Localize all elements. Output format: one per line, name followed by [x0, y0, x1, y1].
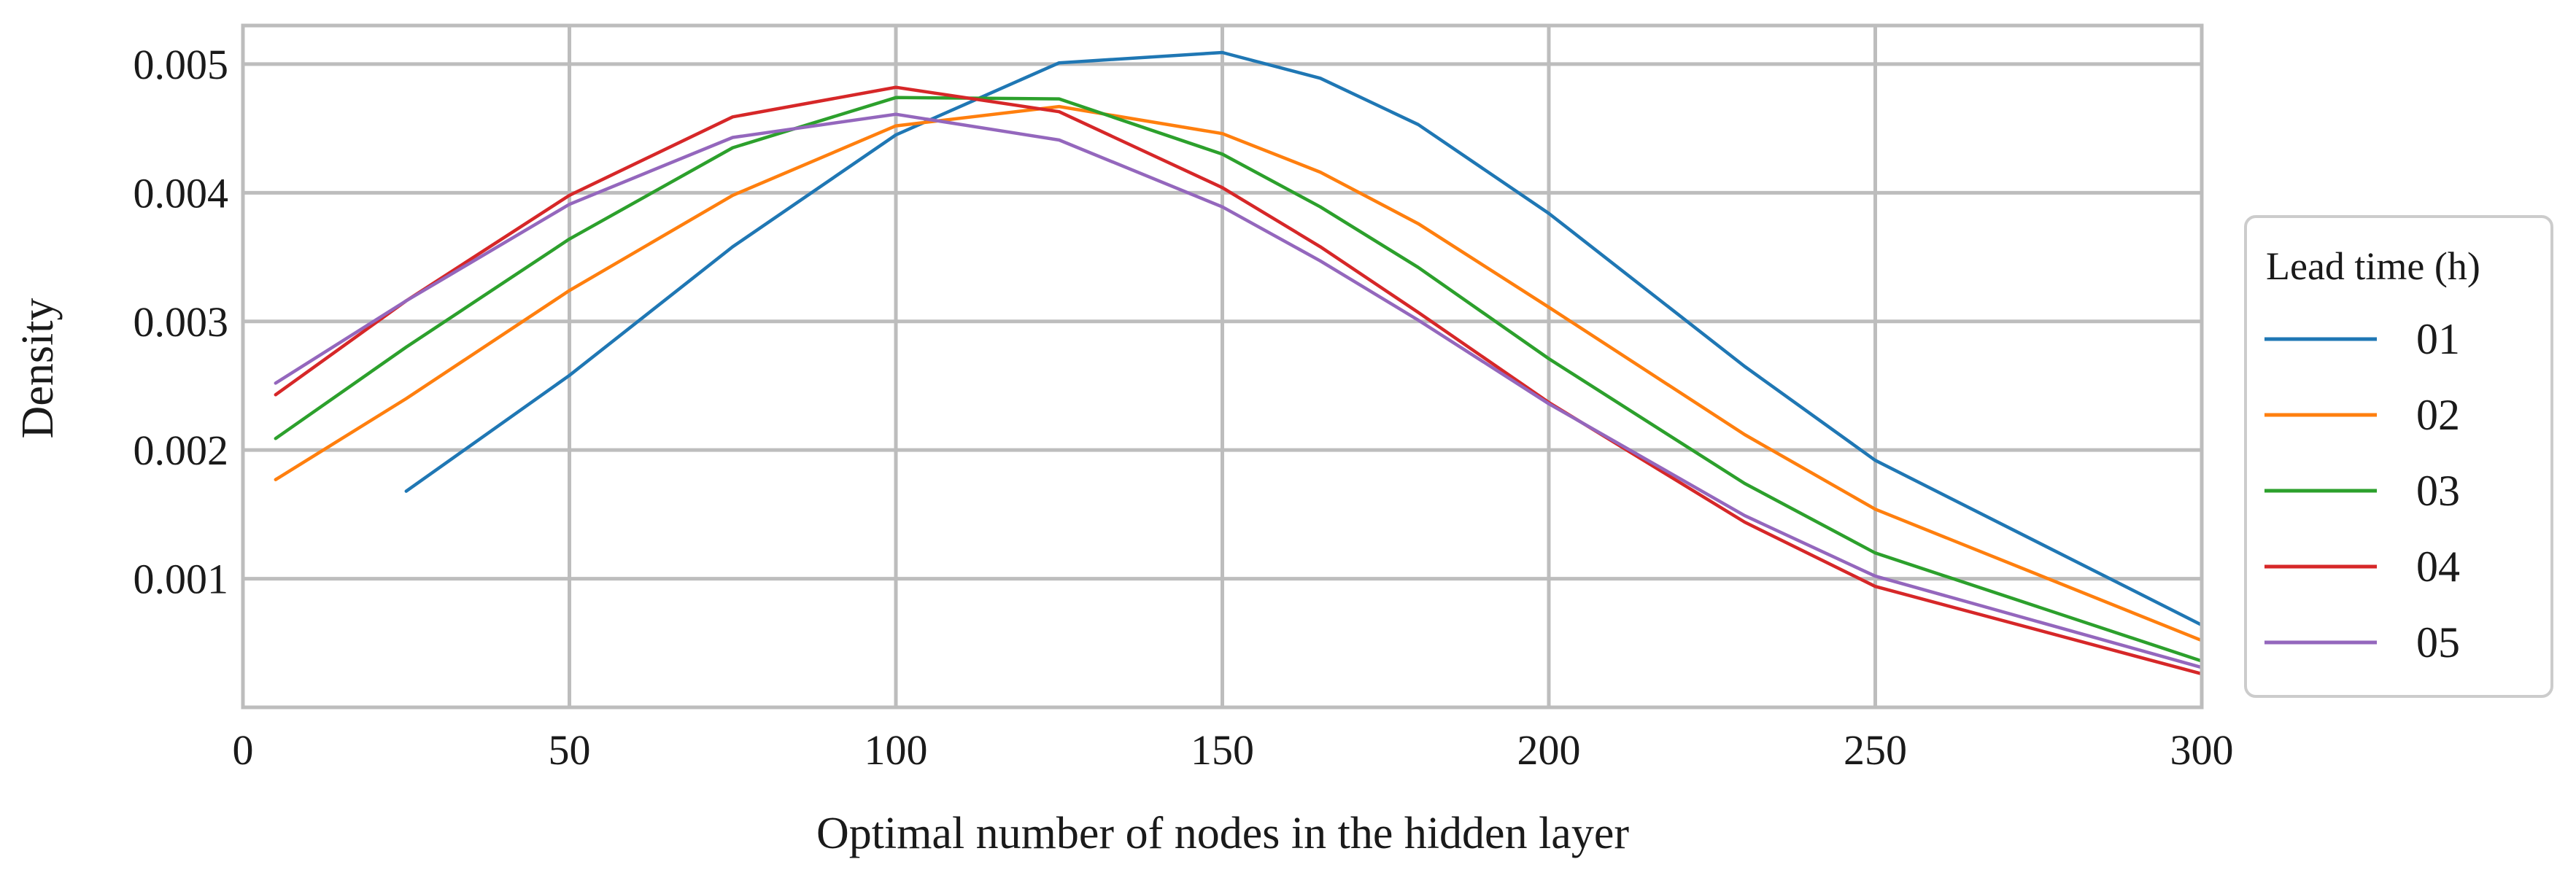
y-axis-label: Density [13, 298, 63, 439]
y-tick-label: 0.005 [134, 41, 229, 88]
plot-frame [241, 23, 2204, 710]
plot-lines [274, 50, 2204, 676]
legend-box [2244, 215, 2553, 698]
legend-title: Lead time (h) [2266, 244, 2480, 288]
legend-label-01: 01 [2416, 315, 2460, 363]
x-tick-label: 100 [865, 726, 928, 774]
x-axis-label: Optimal number of nodes in the hidden la… [816, 809, 1629, 858]
series-line-04 [274, 85, 2204, 676]
x-tick-label: 250 [1844, 726, 1907, 774]
y-tick-label: 0.003 [134, 298, 229, 346]
series-line-03 [274, 96, 2204, 663]
legend-label-03: 03 [2416, 467, 2460, 515]
legend-label-02: 02 [2416, 391, 2460, 439]
legend-label-04: 04 [2416, 543, 2460, 591]
x-tick-label: 0 [233, 726, 254, 774]
series-line-01 [404, 50, 2204, 627]
series-line-02 [274, 104, 2204, 642]
legend-label-05: 05 [2416, 618, 2460, 667]
y-tick-label: 0.004 [134, 169, 229, 217]
y-tick-label: 0.002 [134, 427, 229, 474]
x-tick-label: 200 [1517, 726, 1581, 774]
tick-labels: 0 50 100 150 200 250 300 0.001 0.002 0.003 0.004 0.… [134, 41, 2234, 774]
grid [243, 26, 2202, 707]
x-tick-label: 300 [2170, 726, 2234, 774]
series-line-05 [274, 112, 2204, 669]
legend: Lead time (h) 01 02 03 04 05 [2244, 215, 2553, 698]
y-tick-label: 0.001 [134, 556, 229, 603]
legend-items: 01 02 03 04 05 [2264, 315, 2460, 667]
x-tick-label: 150 [1191, 726, 1254, 774]
x-tick-label: 50 [549, 726, 591, 774]
